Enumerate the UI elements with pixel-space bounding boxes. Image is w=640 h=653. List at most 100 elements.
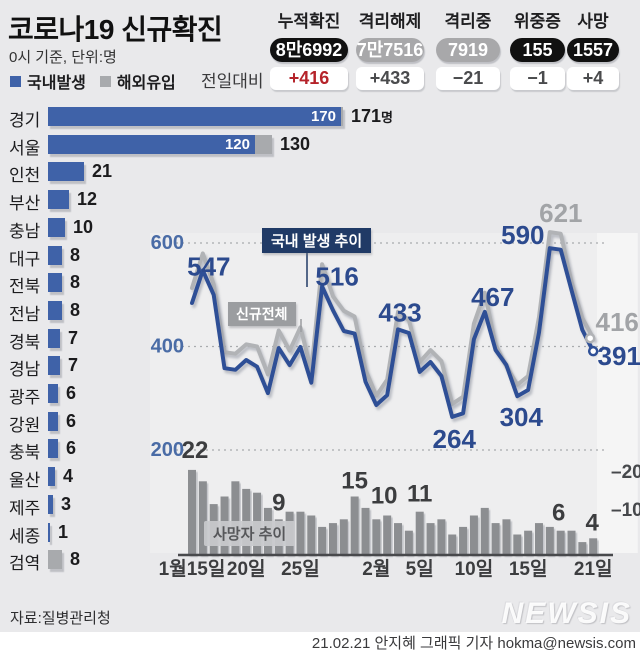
legend-domestic: 국내발생 [10,69,86,93]
imported-bar-segment [48,550,62,570]
region-label: 전남 [9,304,41,324]
deaths-axis-label: –10 [611,500,640,521]
death-bar [318,526,327,555]
region-row: 제주 3 [0,491,420,519]
region-label: 충남 [9,221,41,241]
death-bar [339,519,348,555]
region-bar [48,300,62,320]
region-row: 서울 120 130 [0,131,420,159]
death-bar [198,481,207,555]
deaths-axis-label: –20 [611,462,640,483]
death-bar [426,523,435,555]
legend-domestic-label: 국내발생 [27,75,86,92]
x-tick-label: 25일 [281,558,320,580]
x-tick-label: 20일 [227,558,266,580]
domestic-bar-segment [48,328,60,348]
death-bar [372,519,381,555]
death-value-label: 11 [407,481,432,508]
domestic-value-label: 264 [433,424,477,454]
death-bar [448,534,457,555]
domestic-value-label: 433 [378,297,421,327]
domestic-bar-segment [48,245,62,265]
stat-cumulative: 누적확진 8만6992 +416 [270,10,348,90]
domestic-bar-segment [48,522,50,542]
stat-value: 8만6992 [270,38,348,62]
death-value-label: 15 [341,468,368,495]
region-row: 세종 1 [0,519,420,547]
death-bar [307,515,316,555]
total-end-dot [584,332,596,344]
region-total-value: 8 [70,272,81,293]
total-series-label: 신규전체 [228,302,296,326]
bar-inner-value: 170 [310,108,336,125]
legend: 국내발생 해외유입 [10,69,176,93]
y-tick-label: 200 [151,439,184,461]
domestic-bar-segment [48,190,69,210]
region-label: 강원 [9,415,41,435]
region-row: 경기 170 171명 [0,103,420,131]
x-tick-label: 15일 [509,558,548,580]
stat-delta: +416 [270,67,348,90]
death-bar [513,534,522,555]
death-bar [545,526,554,555]
death-bar [361,507,370,555]
x-tick-label: 10일 [455,558,494,580]
death-bar [589,538,598,555]
region-total-value: 10 [73,216,94,237]
region-label: 경북 [9,332,41,352]
stat-value: 155 [510,38,565,62]
region-label: 검역 [9,554,41,574]
region-bar: 120 [48,134,272,154]
stat-deaths: 사망 1557 +4 [567,10,619,90]
region-label: 인천 [9,166,41,186]
death-bar [534,523,543,555]
deaths-series-label: 사망자 추이 [204,521,296,546]
region-total-value: 3 [61,493,72,514]
death-bar [415,511,424,555]
death-bar [491,523,500,555]
death-bar [469,515,478,555]
death-bar [480,507,489,555]
region-total-value: 12 [77,189,98,210]
region-label: 경기 [9,111,41,130]
death-value-label: 22 [182,437,209,464]
domestic-end-dot [587,345,599,357]
imported-bar-segment [255,134,272,154]
stat-label: 격리해제 [358,12,422,31]
death-value-label: 9 [272,489,285,516]
stat-value: 7만7516 [356,38,424,62]
region-row: 경남 7 [0,352,420,380]
domestic-bar-segment [48,411,58,431]
stat-label: 격리중 [444,12,492,31]
stat-released: 격리해제 7만7516 +433 [356,10,424,90]
region-bar [48,217,65,237]
death-bar [524,530,533,555]
region-bar: 170 [48,107,343,126]
domestic-value-label: 467 [471,282,514,312]
region-label: 세종 [9,526,41,546]
death-bar [328,523,337,555]
region-label: 전북 [9,277,41,297]
region-total-value: 8 [70,549,81,570]
total-value-label: 621 [539,198,582,228]
region-row: 검역 8 [0,546,420,574]
y-tick-label: 400 [151,336,184,358]
domestic-bar-segment [48,217,65,237]
death-bar [296,511,305,555]
region-bar [48,384,58,403]
domestic-bar-segment [48,162,84,182]
region-label: 충북 [9,443,41,463]
title-bold: 신규확진 [121,14,223,45]
region-total-value: 6 [66,410,77,431]
domestic-bar-segment [48,273,62,293]
page-title: 코로나19 신규확진 [8,8,223,48]
stat-delta: +4 [567,67,619,90]
domestic-value-label: 516 [315,261,358,291]
credit-line: 21.02.21 안지혜 그래픽 기자 hokma@newsis.com [311,635,636,652]
prev-day-label: 전일대비 [201,72,264,91]
death-value-label: 4 [586,509,600,536]
death-value-label: 10 [371,483,398,510]
death-bar [578,542,587,555]
stat-severe: 위중증 155 −1 [510,10,565,90]
